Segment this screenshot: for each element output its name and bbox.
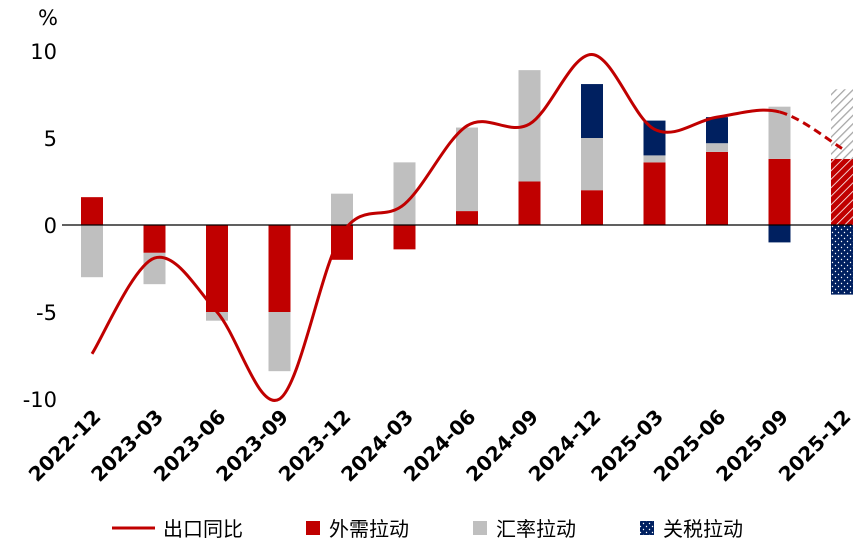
bars	[81, 70, 853, 372]
external-demand-bar	[81, 197, 103, 225]
exchange-rate-bar	[81, 225, 103, 278]
y-axis: 10 5 0 -5 -10	[23, 40, 57, 412]
tariff-bar	[706, 117, 728, 144]
exchange-rate-bar	[643, 155, 666, 163]
external-demand-bar	[268, 225, 291, 312]
legend: 出口同比 外需拉动 汇率拉动 关税拉动	[112, 517, 743, 541]
tariff-bar	[581, 84, 603, 138]
y-tick-label: 5	[44, 127, 57, 151]
exchange-rate-bar	[768, 106, 791, 159]
exchange-rate-bar	[268, 312, 291, 372]
legend-item-exchange-rate: 汇率拉动	[473, 517, 576, 541]
legend-item-external-demand: 外需拉动	[306, 517, 409, 541]
export-yoy-line-solid	[90, 52, 780, 402]
exchange-rate-bar	[706, 143, 728, 152]
external-demand-bar	[643, 162, 666, 225]
legend-item-export-yoy: 出口同比	[112, 517, 243, 541]
y-axis-unit: %	[38, 6, 58, 30]
legend-item-tariff: 关税拉动	[640, 517, 743, 541]
external-demand-bar	[518, 181, 541, 225]
exchange-rate-bar	[518, 70, 541, 182]
tariff-bar	[831, 225, 853, 295]
external-demand-bar	[456, 211, 478, 225]
y-tick-label: 0	[44, 214, 57, 238]
export-yoy-line-forecast	[779, 110, 843, 150]
export-yoy-line	[90, 52, 843, 402]
exchange-rate-bar	[581, 138, 603, 191]
exchange-rate-bar	[331, 193, 353, 225]
legend-swatch	[640, 521, 654, 535]
external-demand-bar	[706, 151, 728, 225]
exchange-rate-bar	[206, 312, 228, 321]
legend-label: 汇率拉动	[496, 517, 576, 541]
legend-label: 关税拉动	[663, 517, 743, 541]
legend-swatch	[306, 521, 320, 535]
external-demand-bar	[206, 225, 228, 312]
external-demand-bar	[143, 225, 166, 253]
external-demand-bar	[393, 225, 416, 250]
external-demand-bar	[768, 158, 791, 225]
legend-label: 出口同比	[163, 517, 243, 541]
external-demand-bar	[581, 190, 603, 225]
legend-label: 外需拉动	[329, 517, 409, 541]
y-tick-label: 10	[30, 40, 57, 64]
exchange-rate-bar	[831, 89, 853, 159]
x-axis: 2022-122023-032023-062023-092023-122024-…	[24, 405, 856, 487]
legend-swatch	[473, 521, 487, 535]
y-tick-label: -5	[36, 301, 57, 325]
y-tick-label: -10	[23, 388, 57, 412]
external-demand-bar	[331, 225, 353, 260]
tariff-bar	[768, 225, 791, 243]
tariff-bar	[643, 120, 666, 156]
exchange-rate-bar	[456, 127, 478, 212]
exchange-rate-bar	[393, 162, 416, 225]
external-demand-bar	[831, 158, 853, 225]
